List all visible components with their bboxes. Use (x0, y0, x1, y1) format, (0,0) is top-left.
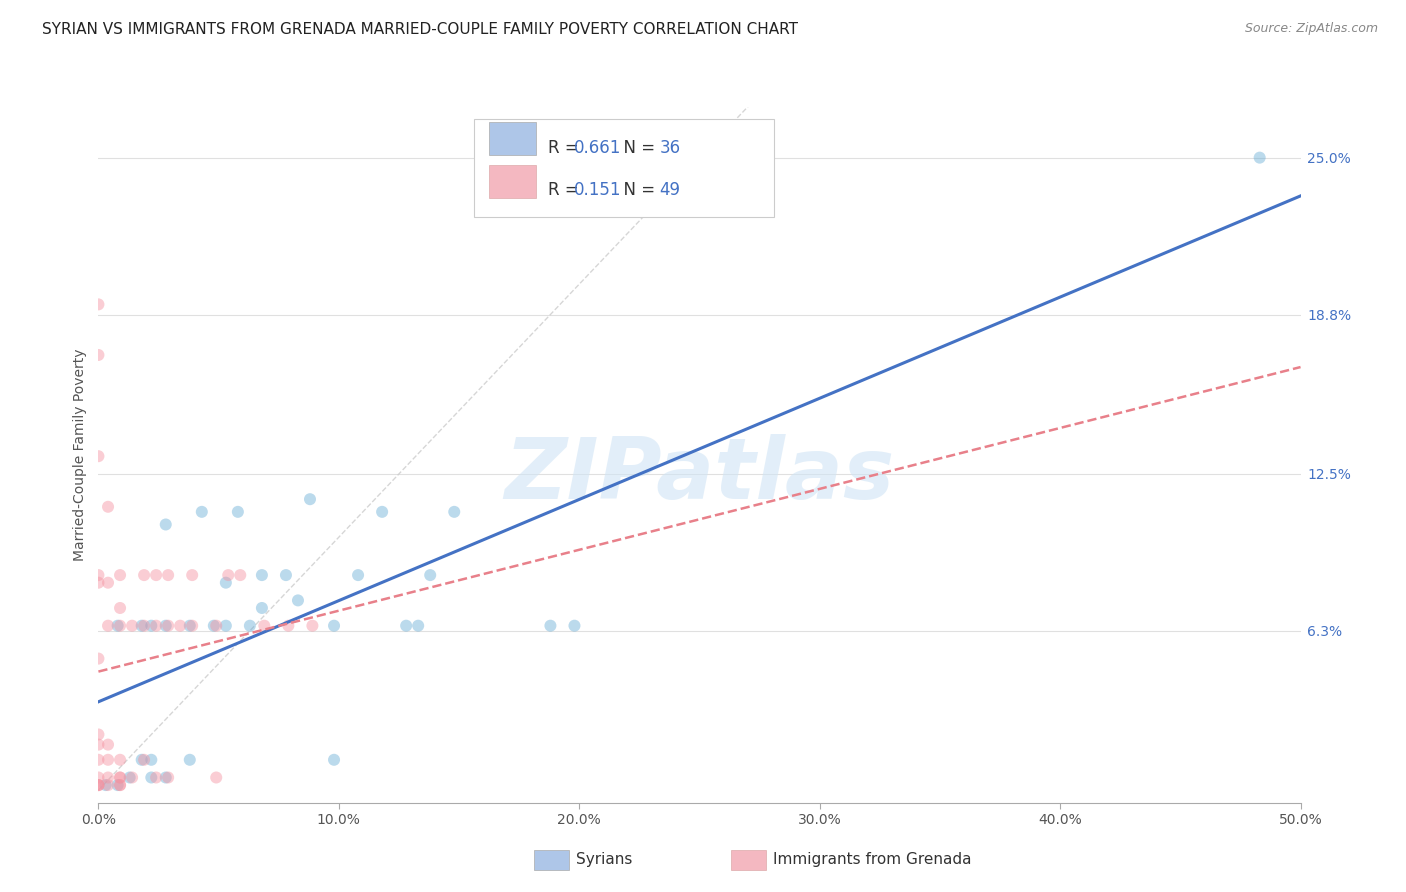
Text: SYRIAN VS IMMIGRANTS FROM GRENADA MARRIED-COUPLE FAMILY POVERTY CORRELATION CHAR: SYRIAN VS IMMIGRANTS FROM GRENADA MARRIE… (42, 22, 799, 37)
Point (226, 505, 249, 519)
Point (121, 618, 143, 632)
Point (97, 500, 120, 514)
Point (253, 618, 276, 632)
Point (131, 618, 153, 632)
Point (371, 505, 394, 519)
Point (145, 568, 167, 582)
Point (97, 778, 120, 792)
Point (179, 753, 201, 767)
Point (155, 618, 177, 632)
Text: 36: 36 (659, 139, 681, 157)
Point (181, 568, 204, 582)
Text: 0.661: 0.661 (574, 139, 621, 157)
Text: N =: N = (613, 181, 659, 199)
Point (169, 618, 191, 632)
Point (323, 618, 346, 632)
Point (131, 753, 153, 767)
Point (108, 771, 131, 785)
Text: N =: N = (613, 139, 659, 157)
Point (298, 492, 321, 507)
Point (250, 568, 273, 582)
Point (118, 771, 141, 785)
Point (87, 727, 110, 741)
Text: 0.151: 0.151 (574, 181, 621, 199)
Point (108, 778, 131, 792)
Point (94, 778, 117, 792)
Text: R =: R = (548, 139, 583, 157)
Point (141, 753, 163, 767)
Point (287, 593, 309, 607)
Point (87, 449, 110, 463)
Point (155, 771, 177, 785)
Point (145, 771, 167, 785)
Point (108, 778, 131, 792)
Point (157, 771, 180, 785)
Point (229, 568, 252, 582)
Point (97, 771, 120, 785)
Point (108, 753, 131, 767)
Point (87, 778, 110, 792)
Point (87, 348, 110, 362)
Text: Syrians: Syrians (576, 853, 633, 867)
Point (347, 568, 370, 582)
Point (87, 575, 110, 590)
Point (97, 753, 120, 767)
Point (155, 517, 177, 532)
Point (141, 618, 163, 632)
Point (406, 618, 429, 632)
Point (87, 297, 110, 311)
Point (132, 753, 155, 767)
Point (97, 575, 120, 590)
Point (277, 618, 299, 632)
Point (564, 618, 586, 632)
Point (107, 778, 129, 792)
Point (108, 771, 131, 785)
Point (107, 618, 129, 632)
Point (97, 738, 120, 752)
Point (215, 575, 238, 590)
Point (179, 618, 201, 632)
Point (87, 738, 110, 752)
Point (87, 771, 110, 785)
Point (141, 771, 163, 785)
Point (157, 568, 180, 582)
Text: Source: ZipAtlas.com: Source: ZipAtlas.com (1244, 22, 1378, 36)
Text: R =: R = (548, 181, 583, 199)
Point (181, 618, 204, 632)
Point (323, 753, 346, 767)
Point (301, 618, 323, 632)
Point (205, 618, 228, 632)
Point (132, 568, 155, 582)
Point (132, 618, 155, 632)
Point (191, 505, 214, 519)
Point (108, 618, 131, 632)
Y-axis label: Married-Couple Family Poverty: Married-Couple Family Poverty (73, 349, 87, 561)
Point (87, 778, 110, 792)
Point (250, 601, 273, 615)
Point (97, 618, 120, 632)
Point (205, 771, 228, 785)
Text: 49: 49 (659, 181, 681, 199)
Point (87, 568, 110, 582)
Text: Immigrants from Grenada: Immigrants from Grenada (773, 853, 972, 867)
Point (395, 618, 418, 632)
Point (202, 618, 225, 632)
Point (87, 651, 110, 665)
Point (145, 618, 167, 632)
Point (239, 618, 262, 632)
Point (108, 601, 131, 615)
Point (121, 771, 143, 785)
Point (217, 568, 239, 582)
Point (443, 505, 465, 519)
Point (87, 778, 110, 792)
Point (1249, 151, 1271, 165)
Point (108, 568, 131, 582)
Point (419, 568, 441, 582)
Point (215, 618, 238, 632)
Point (157, 618, 180, 632)
Point (274, 568, 297, 582)
Text: ZIPatlas: ZIPatlas (505, 434, 894, 517)
Point (538, 618, 561, 632)
Point (87, 753, 110, 767)
